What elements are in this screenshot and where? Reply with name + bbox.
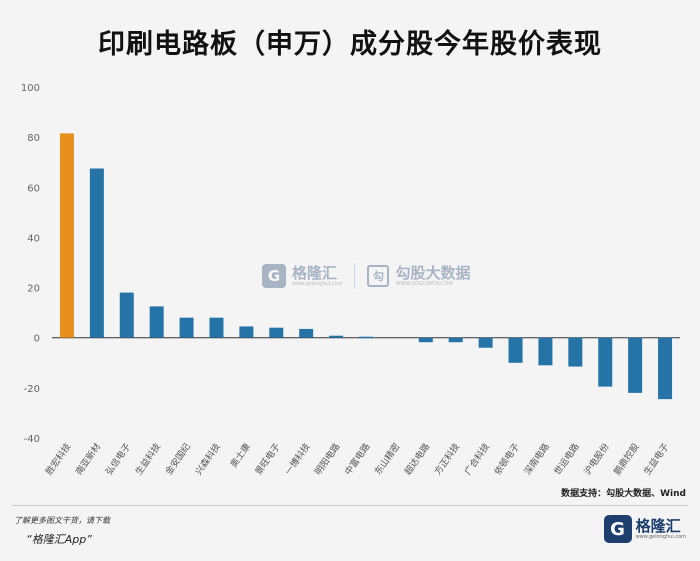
- x-tick-label: 金安国纪: [163, 441, 193, 477]
- y-tick-label: 60: [27, 183, 40, 194]
- bar: [628, 337, 643, 393]
- bar: [119, 292, 134, 338]
- data-source: 数据支持：勾股大数据、Wind: [561, 489, 686, 499]
- x-tick-label: 明阳电路: [312, 441, 342, 477]
- x-tick-label: 景旺电子: [252, 441, 282, 477]
- bar: [568, 337, 583, 367]
- x-tick-label: 依顿电子: [491, 441, 521, 477]
- x-tick-label: 世运电路: [551, 441, 581, 477]
- bar: [538, 337, 553, 366]
- x-tick-label: 胜宏科技: [43, 441, 73, 477]
- logo-name: 格隆汇: [635, 517, 681, 535]
- watermark-brand2: 勾股大数据: [395, 264, 471, 282]
- bar: [658, 337, 673, 400]
- x-tick-label: 中富电路: [342, 441, 372, 477]
- y-tick-label: 40: [27, 233, 40, 244]
- watermark: G 格隆汇 www.gelonghui.com 勾 勾股大数据 WWW.GOGU…: [262, 263, 470, 289]
- y-tick-label: 20: [27, 284, 40, 295]
- footer-divider: [12, 505, 688, 506]
- x-tick-label: 一博科技: [282, 441, 312, 477]
- app-name: “格隆汇App”: [26, 533, 92, 546]
- x-tick-label: 生益科技: [133, 441, 163, 477]
- watermark-brand1-url: www.gelonghui.com: [292, 281, 343, 287]
- logo-url: www.gelonghui.com: [635, 534, 686, 540]
- x-tick-label: 弘信电子: [103, 441, 133, 477]
- bar: [448, 337, 463, 343]
- bar: [359, 336, 373, 339]
- x-tick-label: 沪电股份: [581, 441, 611, 477]
- logo-mark-icon: G: [603, 515, 632, 543]
- watermark-brand1: 格隆汇: [292, 264, 338, 282]
- x-tick-label: 广合科技: [462, 441, 492, 477]
- x-tick-label: 方正科技: [432, 441, 462, 477]
- bar: [269, 327, 284, 338]
- bar: [508, 337, 523, 363]
- x-tick-label: 鹏鼎控股: [611, 441, 641, 477]
- bar: [149, 306, 164, 338]
- bar: [59, 133, 74, 338]
- y-tick-label: -20: [24, 384, 40, 395]
- chart-title: 印刷电路板（申万）成分股今年股价表现: [98, 29, 602, 60]
- bar: [179, 317, 194, 338]
- bar: [329, 335, 344, 338]
- bar: [598, 337, 613, 387]
- bar: [418, 337, 433, 343]
- bar: [299, 328, 314, 338]
- footer-logo[interactable]: G 格隆汇 www.gelonghui.com: [603, 515, 686, 543]
- bar-chart: -40 -20 0 20 40 60 80 100 胜宏科技 南亚新材 弘信电子 生益科技 金安国纪 兴森…: [21, 83, 680, 477]
- x-tick-label: 深南电路: [521, 441, 551, 477]
- gogudata-logo-icon: 勾: [367, 265, 390, 287]
- y-tick-label: 100: [21, 83, 40, 94]
- watermark-separator: [354, 263, 356, 289]
- x-tick-label: 超达电路: [402, 441, 432, 477]
- gelonghui-logo-icon: G: [262, 264, 286, 288]
- bar: [239, 326, 254, 338]
- bar: [209, 317, 224, 338]
- x-tick-label: 东山精密: [372, 441, 402, 477]
- x-tick-label: 南亚新材: [73, 441, 103, 477]
- x-tick-label: 奥士康: [228, 441, 253, 470]
- x-tick-label: 兴森科技: [192, 441, 222, 477]
- y-tick-label: 80: [27, 133, 40, 144]
- bar: [478, 337, 493, 348]
- y-tick-label: -40: [24, 434, 40, 445]
- download-prompt: 了解更多图文干货，请下载: [14, 516, 110, 525]
- y-tick-label: 0: [34, 334, 40, 345]
- bar: [89, 168, 104, 338]
- x-tick-label: 生益电子: [641, 441, 671, 477]
- watermark-brand2-url: WWW.GOGUDATA.COM: [395, 281, 453, 287]
